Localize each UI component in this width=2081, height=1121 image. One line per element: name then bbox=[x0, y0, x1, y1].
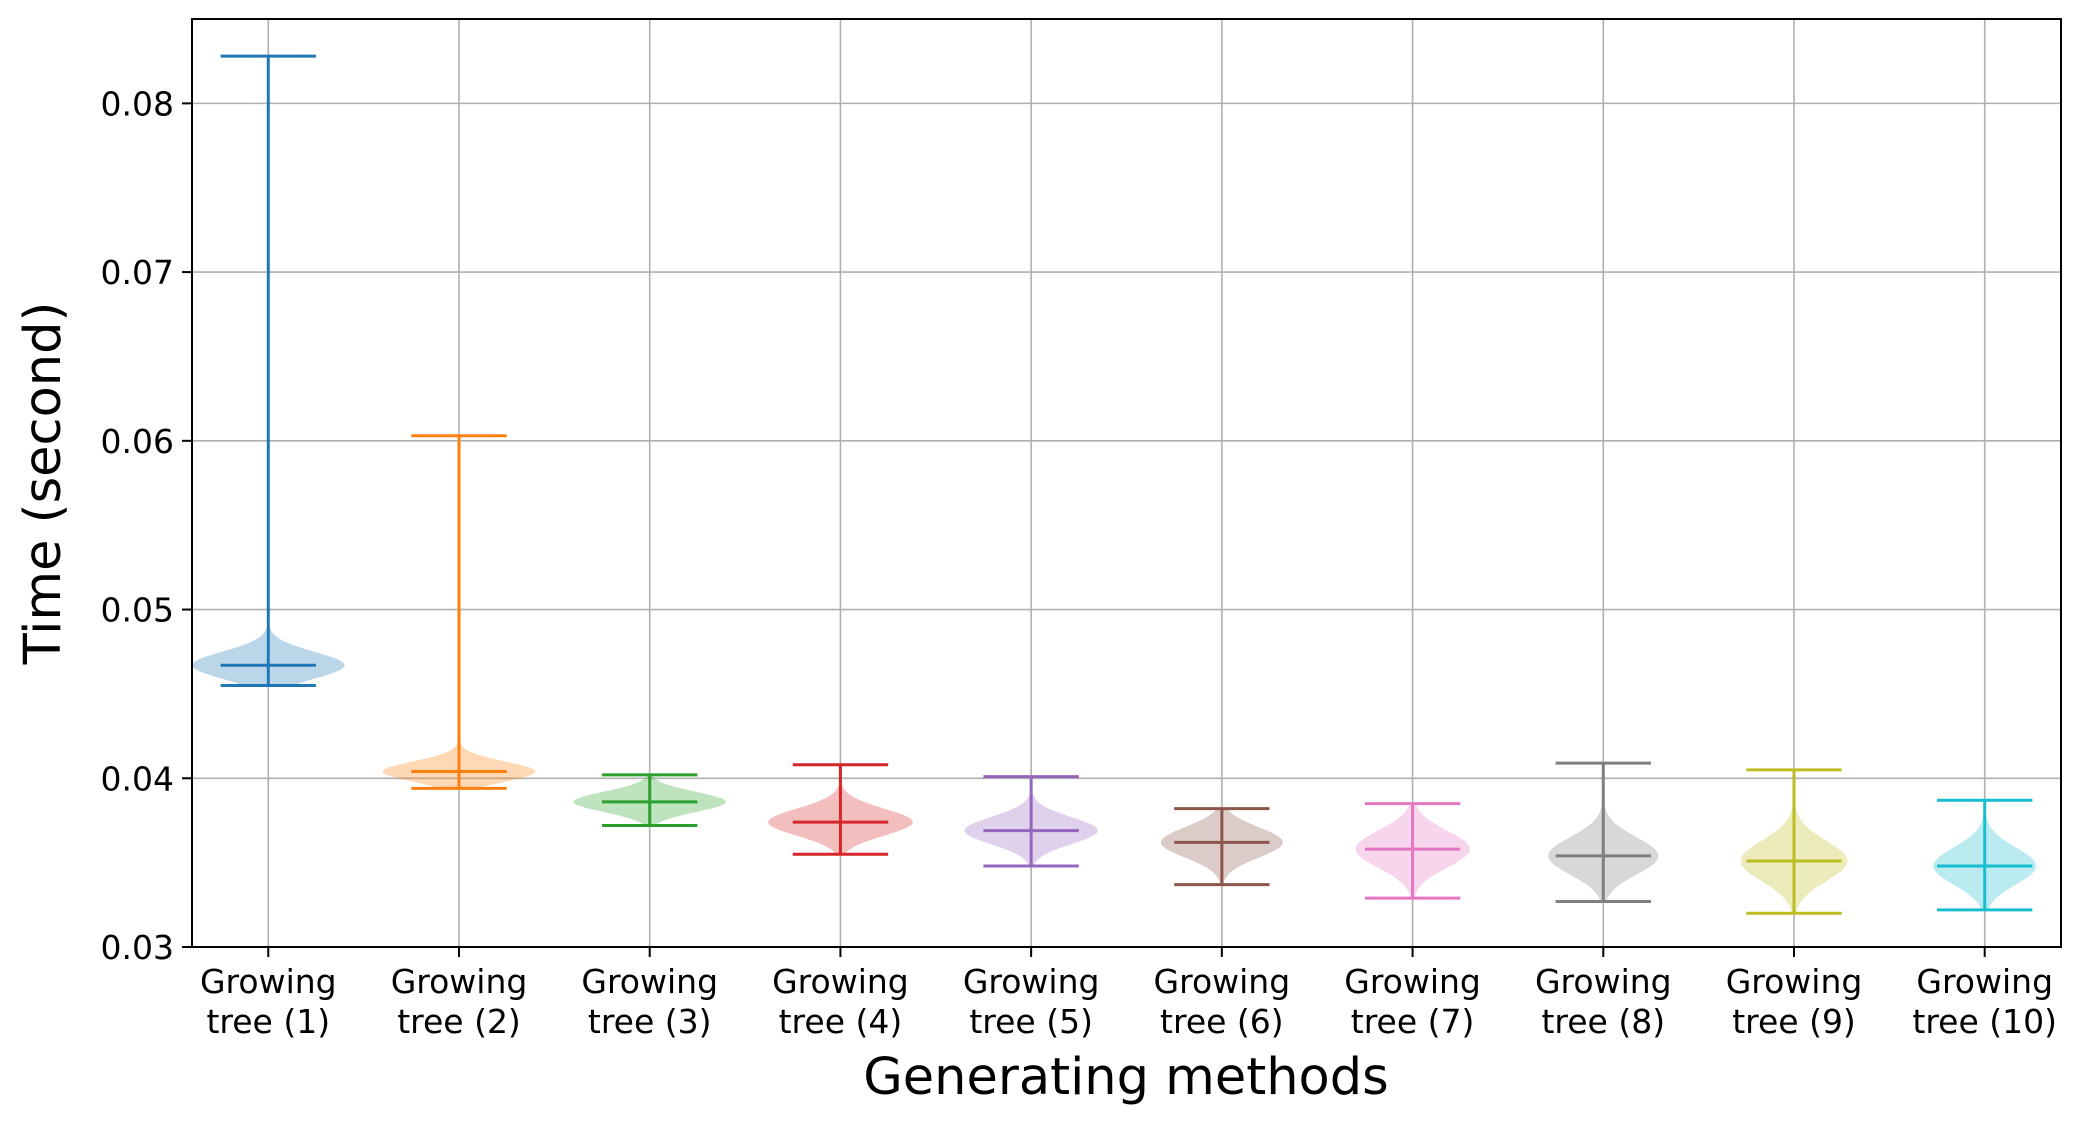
x-tick-label-line1: Growing bbox=[1154, 962, 1291, 1001]
x-tick-label-line1: Growing bbox=[581, 962, 718, 1001]
y-tick-label: 0.07 bbox=[101, 253, 174, 292]
x-tick-label-line2: tree (2) bbox=[397, 1002, 521, 1041]
x-tick-label-line2: tree (9) bbox=[1732, 1002, 1856, 1041]
y-tick-label: 0.06 bbox=[101, 422, 174, 461]
y-tick-label: 0.03 bbox=[101, 928, 174, 967]
x-tick-label-line1: Growing bbox=[200, 962, 337, 1001]
y-tick-label: 0.08 bbox=[101, 84, 174, 123]
x-axis-title: Generating methods bbox=[863, 1048, 1388, 1107]
x-tick-label-line2: tree (5) bbox=[969, 1002, 1093, 1041]
x-tick-label-line2: tree (8) bbox=[1541, 1002, 1665, 1041]
x-tick-label-line1: Growing bbox=[1344, 962, 1481, 1001]
x-tick-label-line2: tree (10) bbox=[1912, 1002, 2057, 1041]
x-tick-label-line1: Growing bbox=[391, 962, 528, 1001]
x-tick-label-line1: Growing bbox=[772, 962, 909, 1001]
x-tick-label-line1: Growing bbox=[1916, 962, 2053, 1001]
x-tick-label-line1: Growing bbox=[1726, 962, 1863, 1001]
x-tick-label-line1: Growing bbox=[1535, 962, 1672, 1001]
x-tick-label-line2: tree (1) bbox=[206, 1002, 330, 1041]
x-tick-label-line2: tree (6) bbox=[1160, 1002, 1284, 1041]
x-tick-label-line2: tree (4) bbox=[779, 1002, 903, 1041]
y-tick-label: 0.05 bbox=[101, 591, 174, 630]
x-tick-label-line2: tree (3) bbox=[588, 1002, 712, 1041]
x-tick-label-line2: tree (7) bbox=[1351, 1002, 1475, 1041]
y-axis-title: Time (second) bbox=[14, 302, 73, 666]
plot-frame bbox=[191, 18, 2062, 948]
y-tick-label: 0.04 bbox=[101, 759, 174, 798]
whiskers bbox=[220, 54, 2033, 915]
x-tick-label-line1: Growing bbox=[963, 962, 1100, 1001]
y-axis-ticks: 0.03 0.04 0.05 0.06 0.07 0.08 bbox=[101, 84, 192, 967]
